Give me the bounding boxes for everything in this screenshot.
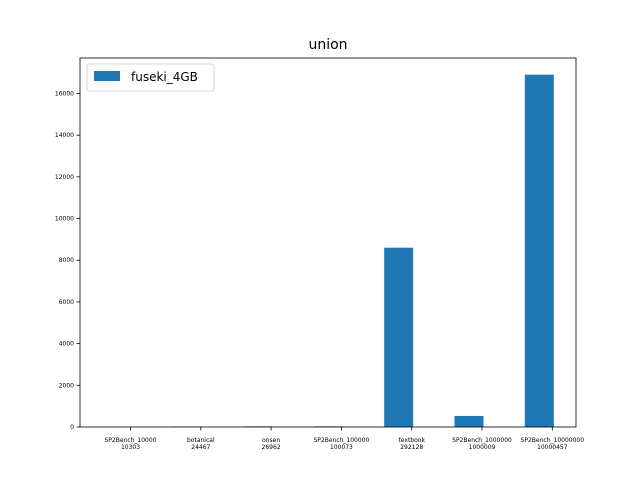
y-tick-label: 14000: [55, 132, 74, 139]
y-tick-label: 0: [70, 424, 74, 431]
x-tick-label: SP2Bench_10000: [104, 437, 156, 444]
legend-swatch: [94, 71, 120, 81]
x-tick-label: SP2Bench_1000000: [452, 437, 512, 444]
legend-box: [86, 63, 215, 92]
x-tick-label: botanical: [187, 437, 215, 444]
x-tick-label: 26962: [262, 444, 281, 451]
x-tick-label: 24467: [191, 444, 210, 451]
plot-frame: [79, 57, 577, 428]
x-tick-label: onsen: [262, 437, 280, 444]
x-tick-label: textbook: [398, 437, 425, 444]
y-tick-label: 8000: [59, 257, 74, 264]
x-tick-label: 1000009: [469, 444, 496, 451]
chart-title: union: [308, 37, 347, 53]
y-tick-label: 12000: [55, 174, 74, 181]
bar: [524, 74, 554, 427]
legend-label: fuseki_4GB: [131, 70, 198, 84]
x-tick-label: 10000457: [537, 444, 568, 451]
y-tick-label: 16000: [55, 90, 74, 97]
x-tick-label: SP2Bench_10000000: [521, 437, 585, 444]
legend: fuseki_4GB: [86, 63, 215, 92]
x-tick-label: 292128: [400, 444, 423, 451]
x-tick-label: SP2Bench_100000: [313, 437, 369, 444]
bar: [454, 415, 484, 427]
y-tick-label: 6000: [59, 299, 74, 306]
x-tick-label: 100073: [330, 444, 353, 451]
x-tick-label: 10303: [121, 444, 140, 451]
y-tick-label: 4000: [59, 341, 74, 348]
y-axis: 0 2000 4000 6000 8000 10000 12000 14000 16000: [55, 90, 80, 431]
bar: [384, 247, 414, 427]
y-tick-label: 2000: [59, 382, 74, 389]
bars-group: [103, 74, 554, 427]
y-tick-label: 10000: [55, 216, 74, 223]
